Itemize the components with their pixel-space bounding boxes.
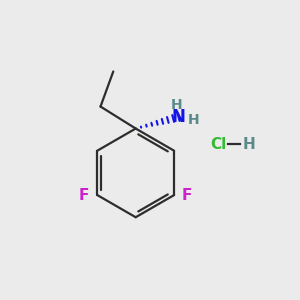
Text: H: H: [188, 113, 199, 128]
Text: N: N: [172, 108, 185, 126]
Text: F: F: [79, 188, 89, 202]
Text: F: F: [182, 188, 193, 202]
Text: H: H: [171, 98, 182, 112]
Text: H: H: [243, 137, 256, 152]
Text: Cl: Cl: [210, 137, 226, 152]
